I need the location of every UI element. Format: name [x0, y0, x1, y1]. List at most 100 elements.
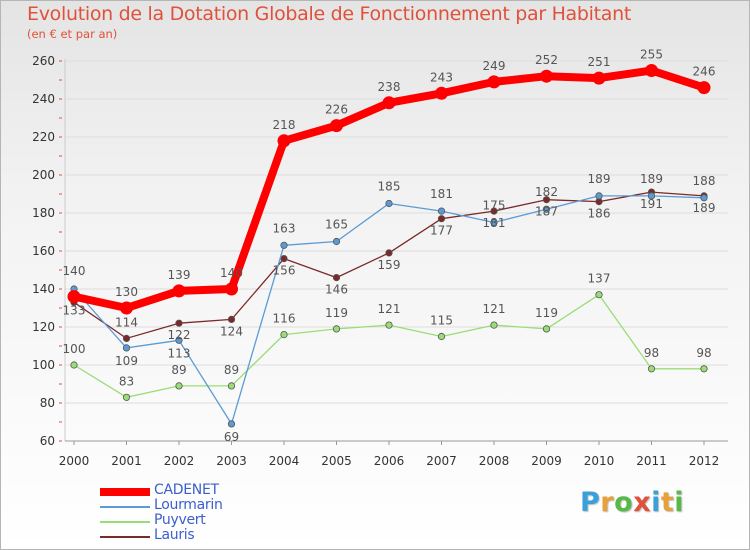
x-tick-label: 2002: [164, 454, 195, 468]
x-tick-label: 2006: [374, 454, 405, 468]
data-point-cadenet: [540, 69, 553, 83]
data-label-lourmarin: 185: [378, 180, 401, 194]
data-label-lauris: 177: [430, 224, 453, 238]
data-label-lauris: 114: [115, 315, 138, 329]
data-point-puyvert: [385, 321, 393, 329]
data-label-lourmarin: 189: [640, 172, 663, 186]
x-tick-label: 2007: [426, 454, 457, 468]
data-label-puyvert: 89: [224, 363, 239, 377]
data-label-puyvert: 115: [430, 314, 453, 328]
data-label-lourmarin: 69: [224, 430, 239, 444]
data-label-cadenet: 251: [588, 55, 611, 69]
data-point-lauris: [122, 334, 131, 342]
legend-item-puyvert: Puyvert: [100, 512, 300, 530]
data-point-lauris: [437, 215, 446, 223]
data-point-puyvert: [70, 361, 78, 369]
data-label-cadenet: 255: [640, 48, 663, 62]
data-label-lauris: 181: [483, 216, 506, 230]
data-point-cadenet: [172, 284, 186, 298]
data-point-lourmarin: [280, 241, 288, 249]
data-label-lourmarin: 113: [168, 346, 191, 360]
data-point-lourmarin: [385, 199, 393, 208]
data-point-lauris: [175, 319, 183, 327]
legend-swatch: [100, 536, 150, 538]
data-label-lauris: 124: [220, 324, 243, 338]
legend-swatch: [100, 521, 150, 523]
data-label-lourmarin: 109: [115, 354, 138, 368]
data-label-cadenet: 238: [378, 80, 401, 94]
data-point-cadenet: [330, 119, 343, 133]
logo-letter: P: [580, 487, 601, 518]
data-point-puyvert: [227, 382, 236, 390]
y-tick-label: 120: [32, 320, 55, 334]
logo-letter: i: [651, 487, 661, 518]
x-tick-label: 2001: [111, 454, 142, 468]
logo-letter: i: [674, 487, 685, 518]
logo-letter: o: [614, 487, 634, 518]
data-label-lauris: 187: [535, 205, 558, 219]
data-point-lourmarin: [437, 207, 446, 215]
data-label-lourmarin: 140: [63, 264, 86, 278]
data-point-puyvert: [490, 321, 498, 329]
data-label-cadenet: 139: [168, 268, 191, 282]
data-label-lauris: 122: [168, 328, 191, 342]
legend-label: Puyvert: [154, 512, 206, 528]
x-tick-label: 2012: [689, 454, 720, 468]
data-point-puyvert: [280, 330, 288, 339]
data-label-cadenet: 130: [115, 285, 138, 299]
data-label-cadenet: 218: [273, 118, 296, 132]
data-label-cadenet: 249: [483, 59, 506, 73]
data-point-puyvert: [332, 325, 341, 333]
chart-subtitle: (en € et par an): [27, 27, 118, 41]
x-tick-label: 2010: [584, 454, 615, 468]
data-point-cadenet: [120, 301, 133, 315]
data-label-puyvert: 98: [644, 346, 659, 360]
data-label-puyvert: 121: [378, 302, 401, 316]
data-label-cadenet: 252: [535, 53, 558, 67]
y-tick-label: 60: [40, 434, 55, 448]
data-point-lourmarin: [122, 344, 131, 352]
data-label-lourmarin: 181: [430, 187, 453, 201]
data-point-lourmarin: [595, 192, 603, 200]
logo-letter: x: [633, 487, 652, 518]
data-point-puyvert: [437, 332, 446, 341]
data-point-lauris: [490, 207, 498, 215]
data-point-lauris: [280, 255, 288, 263]
data-point-lourmarin: [700, 194, 708, 202]
data-point-lourmarin: [542, 205, 551, 213]
x-tick-label: 2000: [59, 454, 90, 468]
x-tick-label: 2003: [216, 454, 247, 468]
data-label-puyvert: 119: [535, 306, 558, 320]
y-tick-label: 240: [32, 92, 55, 106]
proxiti-logo: Proxiti: [580, 487, 684, 518]
legend-item-lauris: Lauris: [100, 527, 300, 545]
data-label-lourmarin: 175: [483, 199, 506, 213]
data-point-lourmarin: [175, 336, 183, 344]
y-tick-label: 260: [32, 54, 55, 68]
data-label-puyvert: 119: [325, 306, 348, 320]
data-point-cadenet: [382, 96, 396, 110]
data-label-lauris: 159: [378, 258, 401, 272]
legend-label: CADENET: [154, 482, 219, 498]
data-point-puyvert: [175, 382, 183, 390]
data-point-lauris: [332, 273, 341, 282]
data-label-puyvert: 137: [588, 272, 611, 286]
data-label-cadenet: 246: [693, 65, 716, 79]
data-label-lauris: 191: [640, 197, 663, 211]
data-label-puyvert: 116: [273, 312, 296, 326]
x-tick-label: 2009: [531, 454, 562, 468]
data-label-lourmarin: 189: [588, 172, 611, 186]
legend-label: Lauris: [154, 527, 195, 543]
logo-letter: r: [600, 487, 615, 518]
data-point-lourmarin: [647, 192, 656, 200]
data-point-cadenet: [67, 290, 81, 304]
data-label-lauris: 133: [63, 303, 86, 317]
legend-item-cadenet: CADENET: [100, 482, 300, 500]
data-label-cadenet: 226: [325, 103, 348, 117]
data-point-lourmarin: [227, 420, 236, 428]
data-point-cadenet: [435, 86, 448, 100]
data-point-lauris: [542, 196, 551, 204]
data-point-cadenet: [592, 71, 606, 85]
data-label-lourmarin: 165: [325, 218, 348, 232]
data-point-cadenet: [645, 64, 658, 77]
